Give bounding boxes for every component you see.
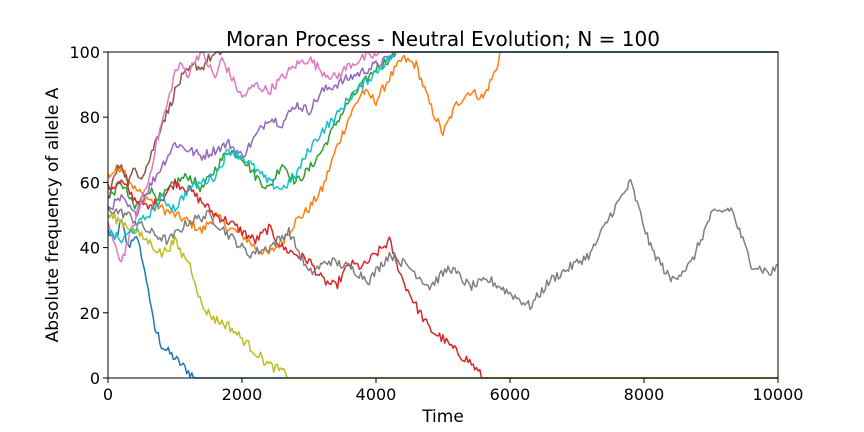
x-tick-label: 4000 (356, 385, 397, 404)
y-tick-label: 20 (80, 304, 100, 323)
x-axis-label: Time (421, 407, 464, 427)
plot-lines (107, 51, 779, 379)
y-tick-label: 40 (80, 239, 100, 258)
series-line-2 (107, 51, 778, 256)
y-axis-label: Absolute frequency of allele A (43, 87, 63, 342)
chart-title: Moran Process - Neutral Evolution; N = 1… (226, 27, 660, 51)
y-axis-ticks: 0 20 40 60 80 100 (69, 43, 108, 388)
x-tick-label: 2000 (222, 385, 263, 404)
x-tick-label: 10000 (753, 385, 804, 404)
series-line-3 (107, 51, 778, 210)
series-line-8 (107, 178, 779, 311)
series-line-1 (107, 218, 778, 379)
y-tick-label: 0 (90, 369, 100, 388)
series-line-10 (107, 51, 778, 244)
x-tick-label: 6000 (490, 385, 531, 404)
x-tick-label: 0 (103, 385, 113, 404)
y-tick-label: 80 (80, 108, 100, 127)
y-tick-label: 60 (80, 173, 100, 192)
series-line-9 (107, 212, 778, 379)
x-axis-ticks: 0 2000 4000 6000 8000 10000 (103, 378, 804, 404)
plot-frame (107, 51, 779, 379)
y-tick-label: 100 (69, 43, 100, 62)
x-tick-label: 8000 (624, 385, 665, 404)
